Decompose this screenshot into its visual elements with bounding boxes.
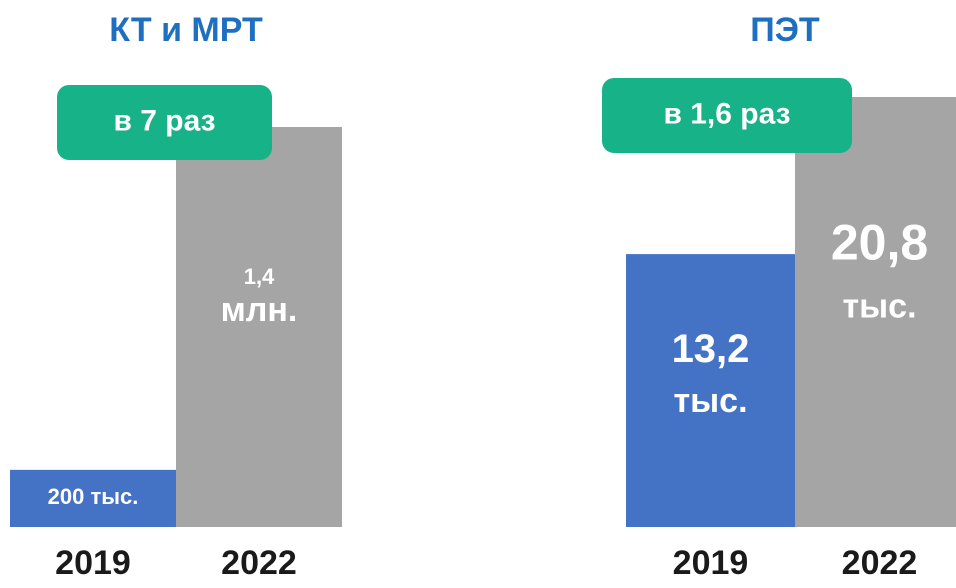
bar	[795, 97, 956, 527]
x-tick-label: 2022	[842, 544, 918, 582]
annotation: в 7 раз	[113, 104, 215, 137]
value-label: 13,2 тыс.	[672, 326, 750, 419]
bar	[176, 127, 342, 527]
value-label: 200 тыс.	[48, 484, 139, 509]
x-tick-label: 2019	[673, 544, 749, 582]
bar	[10, 469, 176, 527]
bar	[626, 254, 795, 527]
x-tick-label: 2019	[55, 544, 131, 582]
chart-title: КТ и МРТ	[109, 11, 263, 49]
chart-title: ПЭТ	[750, 11, 820, 49]
value-label: 1,4 млн.	[221, 264, 298, 329]
x-tick-label: 2022	[221, 544, 297, 582]
annotation: в 1,6 раз	[663, 97, 790, 130]
badge	[57, 85, 272, 160]
badge	[602, 78, 852, 153]
value-label: 20,8 тыс.	[831, 215, 928, 326]
